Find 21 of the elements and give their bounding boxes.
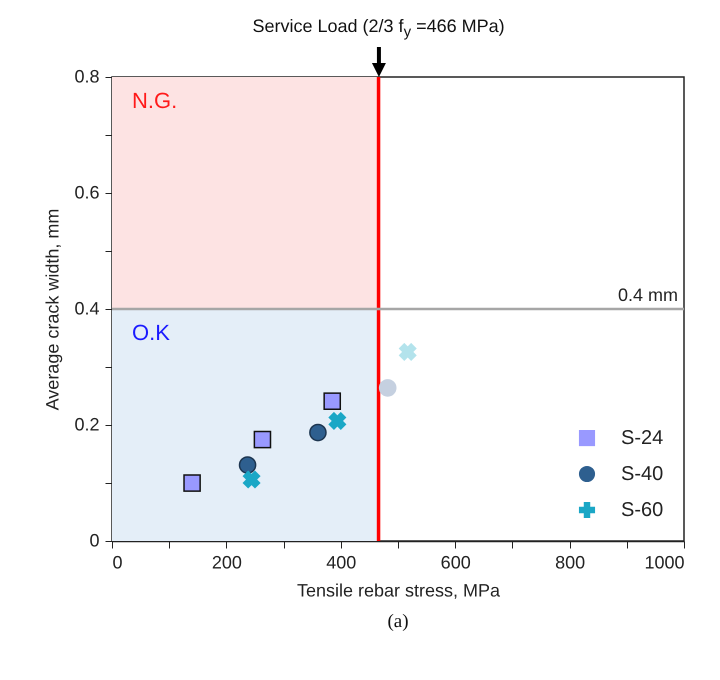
ref-line-label: 0.4 mm [618, 285, 678, 305]
x-tick-label: 600 [440, 552, 471, 572]
y-tick-label: 0.2 [74, 414, 100, 434]
band-label: O.K [132, 320, 170, 345]
x-axis-title: Tensile rebar stress, MPa [296, 580, 502, 600]
y-axis-title: Average crack width, mm [42, 208, 62, 410]
legend-label: S-40 [621, 463, 664, 485]
text: (a) [387, 611, 409, 632]
legend-label: S-60 [621, 499, 664, 521]
y-tick-label: 0.4 [74, 298, 100, 318]
y-tick-label: 0 [89, 530, 100, 550]
x-tick-label: 0 [112, 552, 123, 572]
band-label: N.G. [132, 88, 178, 113]
x-tick-label: 400 [326, 552, 356, 572]
x-tick-label: 1000 [644, 552, 684, 572]
x-tick-label: 200 [212, 552, 242, 572]
legend-label: S-24 [621, 427, 664, 449]
y-tick-label: 0.6 [74, 182, 100, 202]
ref-line-label: Service Load (2/3 f$_{y}$ =466 MPa) [252, 16, 505, 41]
y-tick-label: 0.8 [74, 66, 100, 86]
x-tick-label: 800 [555, 552, 586, 572]
